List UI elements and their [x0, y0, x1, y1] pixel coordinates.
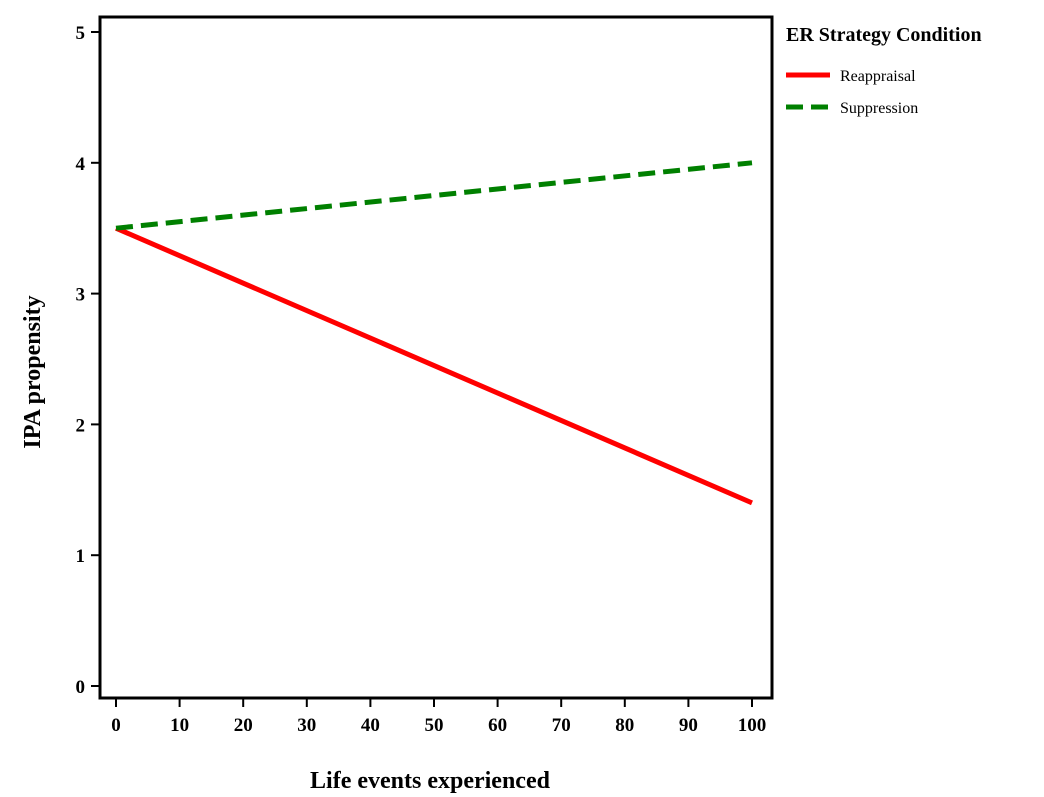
x-tick-label: 20: [234, 715, 253, 736]
x-tick-label: 50: [425, 715, 444, 736]
x-tick-label: 0: [111, 715, 121, 736]
series-lines: [115, 160, 753, 506]
x-axis: 0 10 20 30 40 50 60 70 80 90 100: [111, 698, 766, 736]
x-tick-label: 90: [679, 715, 698, 736]
x-tick-label: 70: [552, 715, 571, 736]
y-axis: 0 1 2 3 4 5: [76, 23, 100, 698]
x-tick-label: 100: [738, 715, 767, 736]
series-line-reappraisal: [115, 225, 753, 506]
y-tick-label: 3: [76, 285, 86, 306]
y-tick-label: 1: [76, 546, 86, 567]
y-tick-label: 2: [76, 415, 86, 436]
plot-area-border: [98, 15, 774, 700]
y-tick-label: 0: [76, 677, 86, 698]
x-tick-label: 80: [615, 715, 634, 736]
legend-title: ER Strategy Condition: [786, 24, 982, 46]
series-line-suppression: [115, 160, 753, 231]
x-tick-label: 30: [297, 715, 316, 736]
x-tick-label: 60: [488, 715, 507, 736]
y-tick-label: 5: [76, 23, 86, 44]
x-tick-label: 40: [361, 715, 380, 736]
legend-label-suppression: Suppression: [840, 100, 918, 117]
plot-frame: [98, 15, 774, 700]
y-axis-title: IPA propensity: [20, 295, 46, 448]
y-tick-label: 4: [76, 154, 86, 175]
legend-label-reappraisal: Reappraisal: [840, 68, 916, 85]
x-tick-label: 10: [170, 715, 189, 736]
legend: ER Strategy Condition Reappraisal Suppres…: [786, 24, 982, 117]
x-axis-title: Life events experienced: [310, 768, 551, 794]
